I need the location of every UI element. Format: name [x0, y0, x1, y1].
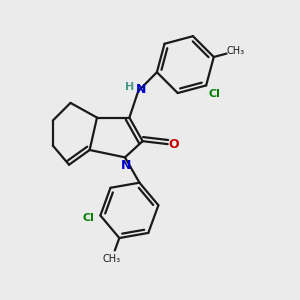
Text: CH₃: CH₃	[103, 254, 121, 264]
Text: N: N	[136, 83, 146, 96]
Text: N: N	[121, 159, 132, 172]
Text: O: O	[169, 138, 179, 151]
Text: Cl: Cl	[208, 89, 220, 99]
Text: H: H	[125, 82, 135, 92]
Text: Cl: Cl	[83, 212, 95, 223]
Text: CH₃: CH₃	[226, 46, 244, 56]
